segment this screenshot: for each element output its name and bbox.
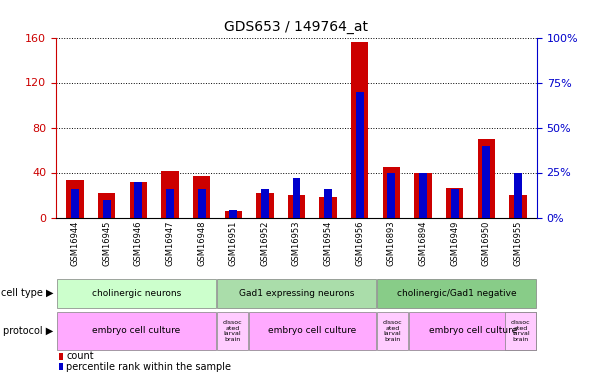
Text: GSM16956: GSM16956 (355, 220, 364, 266)
Text: GSM16893: GSM16893 (387, 220, 396, 266)
Bar (217, 312, 248, 350)
Text: GSM16951: GSM16951 (229, 220, 238, 266)
Bar (261, 189, 269, 218)
Text: GSM16952: GSM16952 (260, 220, 270, 266)
Bar (166, 189, 174, 218)
Text: GSM16950: GSM16950 (482, 220, 491, 266)
Bar (446, 188, 463, 218)
Text: GSM16949: GSM16949 (450, 220, 459, 266)
Bar (225, 211, 242, 218)
Text: GSM16948: GSM16948 (197, 220, 206, 266)
Bar (351, 42, 368, 218)
Text: cell type ▶: cell type ▶ (1, 288, 53, 298)
Bar (477, 139, 495, 218)
Bar (98, 193, 116, 217)
Text: GSM16954: GSM16954 (323, 220, 333, 266)
Bar (217, 279, 376, 308)
Text: cholinergic/Gad1 negative: cholinergic/Gad1 negative (397, 289, 517, 298)
Bar (383, 167, 400, 218)
Bar (483, 146, 490, 218)
Bar (293, 178, 300, 218)
Text: dissoc
ated
larval
brain: dissoc ated larval brain (511, 320, 530, 342)
Text: protocol ▶: protocol ▶ (3, 326, 53, 336)
Text: GSM16894: GSM16894 (418, 220, 428, 266)
Bar (103, 200, 110, 217)
Text: embryo cell culture: embryo cell culture (268, 326, 356, 335)
Bar (198, 189, 205, 218)
Text: dissoc
ated
larval
brain: dissoc ated larval brain (383, 320, 402, 342)
Bar (66, 180, 84, 218)
Bar (324, 189, 332, 218)
Text: GSM16945: GSM16945 (102, 220, 111, 266)
Bar (57, 312, 216, 350)
Title: GDS653 / 149764_at: GDS653 / 149764_at (224, 20, 369, 34)
Text: GSM16944: GSM16944 (71, 220, 80, 266)
Bar (514, 172, 522, 217)
Bar (319, 197, 337, 217)
Bar (256, 193, 274, 217)
Bar (161, 171, 179, 217)
Bar (130, 182, 147, 218)
Bar (388, 172, 395, 217)
Bar (409, 312, 536, 350)
Text: GSM16953: GSM16953 (292, 220, 301, 266)
Bar (59, 352, 63, 360)
Bar (71, 189, 79, 218)
Bar (57, 279, 216, 308)
Bar (506, 312, 536, 350)
Bar (451, 189, 458, 218)
Bar (509, 195, 527, 217)
Bar (59, 363, 63, 370)
Bar (356, 92, 363, 218)
Bar (288, 195, 305, 217)
Bar (193, 176, 210, 218)
Text: Gad1 expressing neurons: Gad1 expressing neurons (239, 289, 354, 298)
Text: GSM16947: GSM16947 (165, 220, 175, 266)
Bar (377, 312, 408, 350)
Text: embryo cell culture: embryo cell culture (429, 326, 517, 335)
Text: embryo cell culture: embryo cell culture (92, 326, 181, 335)
Bar (419, 172, 427, 217)
Text: percentile rank within the sample: percentile rank within the sample (66, 362, 231, 372)
Bar (377, 279, 536, 308)
Text: cholinergic neurons: cholinergic neurons (91, 289, 181, 298)
Text: GSM16946: GSM16946 (134, 220, 143, 266)
Text: dissoc
ated
larval
brain: dissoc ated larval brain (222, 320, 242, 342)
Bar (414, 172, 432, 217)
Text: GSM16955: GSM16955 (513, 220, 522, 266)
Bar (249, 312, 376, 350)
Bar (230, 210, 237, 218)
Text: count: count (66, 351, 94, 361)
Bar (135, 182, 142, 218)
